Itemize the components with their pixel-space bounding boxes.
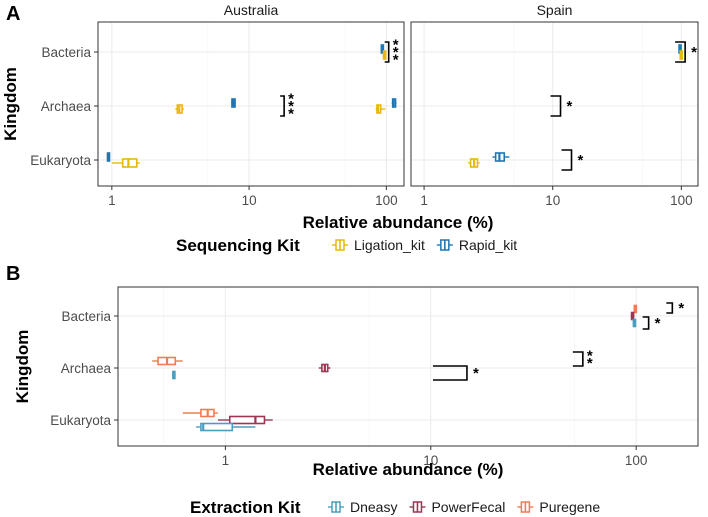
box-b-bacteria-puregene [633,304,638,314]
x-tick-label: 1 [420,193,428,208]
sig-australia-bacteria-sig-label: * [393,52,399,69]
box-spain-bacteria-ligation-kit [679,50,684,60]
x-tick-label: 1 [108,193,116,208]
legend-key-powerfecal [409,501,426,513]
y-tick-label-a-archaea: Archaea [41,99,92,114]
y-tick-label-b-eukaryota: Eukaryota [50,413,111,428]
box-b-eukaryota-dneasy [196,422,256,432]
panel-border [97,21,405,187]
y-tick-label-b-bacteria: Bacteria [61,309,111,324]
box-b-eukaryota-puregene [182,408,218,418]
sig-australia-archaea-bracket [280,95,285,117]
box-spain-archaea-rapid-kit [391,98,397,108]
sig-australia-archaea-sig-label: * [288,98,294,115]
legend-title: Extraction Kit [190,498,301,517]
sig-australia-archaea-sig-label: * [288,91,294,108]
panel-letter-a: A [6,3,20,25]
box-b-eukaryota-powerfecal [217,415,273,425]
box-spain-archaea-ligation-kit [375,104,386,114]
box-b-archaea-puregene [152,356,183,366]
box-b-eukaryota-dneasy-box [200,422,234,432]
box-australia-bacteria-ligation-kit [382,50,387,60]
legend-label-ligation-kit: Ligation_kit [354,237,425,253]
box-australia-archaea-ligation-kit [175,104,184,114]
sig-spain-bacteria-bracket [675,41,686,63]
panel-border [410,21,699,187]
y-tick-label-a-bacteria: Bacteria [41,45,91,60]
legend-title: Sequencing Kit [176,236,300,255]
sig-australia-bacteria-sig-label: * [393,44,399,61]
box-australia-eukaryota-ligation-kit-box [121,158,138,168]
box-australia-eukaryota-ligation-kit [111,158,140,168]
legend-key-rapid-kit [436,239,453,251]
sig-spain-eukaryota-bracket [561,149,573,171]
box-b-archaea-dneasy [172,370,176,380]
x-axis-title-b: Relative abundance (%) [313,460,504,479]
sig-spain-bacteria-sig-label: * [691,44,697,61]
x-tick-label: 100 [670,193,693,208]
y-axis-title-a: Kingdom [1,67,20,141]
box-spain-eukaryota-rapid-kit [492,152,510,162]
sig-b-archaea-upper-bracket [572,351,584,367]
y-axis-title-b: Kingdom [13,330,32,404]
panel-border [117,286,699,447]
facet-strip [411,2,698,22]
box-australia-archaea-rapid-kit [231,98,236,108]
sig-b-archaea-upper-sig-label: * [587,347,593,364]
box-spain-eukaryota-ligation-kit [468,158,480,168]
legend-key-dneasy [328,501,344,513]
box-australia-bacteria-rapid-kit [380,44,385,54]
legend-label-rapid-kit: Rapid_kit [459,237,517,253]
sig-b-archaea-lower-bracket [432,365,468,381]
y-tick-label-a-eukaryota: Eukaryota [30,153,91,168]
legend-label-dneasy: Dneasy [350,499,397,515]
legend-key-puregene [517,501,534,513]
sig-australia-bacteria-sig-label: * [393,37,399,54]
box-australia-eukaryota-rapid-kit [106,152,111,162]
x-tick-label: 100 [375,193,398,208]
x-tick-label: 10 [242,193,257,208]
legend-label-puregene: Puregene [539,499,600,515]
sig-spain-archaea-bracket [550,95,562,117]
box-b-eukaryota-powerfecal-box [228,415,266,425]
sig-australia-bacteria-bracket [384,41,390,63]
facet-strip [98,2,404,22]
sig-b-archaea-lower-sig-label: * [473,365,479,382]
y-tick-label-b-archaea: Archaea [61,361,112,376]
sig-b-bacteria-lower-sig-label: * [655,315,661,332]
facet-label-australia: Australia [224,2,279,18]
x-tick-label: 100 [625,453,648,468]
x-tick-label: 1 [222,453,230,468]
sig-b-bacteria-lower-bracket [642,316,650,330]
legend-label-powerfecal: PowerFecal [431,499,505,515]
sig-australia-archaea-sig-label: * [288,106,294,123]
facet-label-spain: Spain [537,2,573,18]
sig-spain-archaea-sig-label: * [567,98,573,115]
sig-spain-eukaryota-sig-label: * [578,152,584,169]
box-b-bacteria-powerfecal [630,311,635,321]
x-tick-label: 10 [545,193,560,208]
box-b-archaea-powerfecal [318,363,331,373]
sig-b-bacteria-upper-bracket [666,302,674,314]
panel-letter-b: B [6,263,20,285]
x-tick-label: 10 [423,453,438,468]
legend-key-ligation-kit [332,239,348,251]
sig-b-bacteria-upper-sig-label: * [678,300,684,317]
x-axis-title-a: Relative abundance (%) [303,213,494,232]
box-b-bacteria-dneasy [632,318,637,328]
sig-b-archaea-upper-sig-label: * [587,355,593,372]
